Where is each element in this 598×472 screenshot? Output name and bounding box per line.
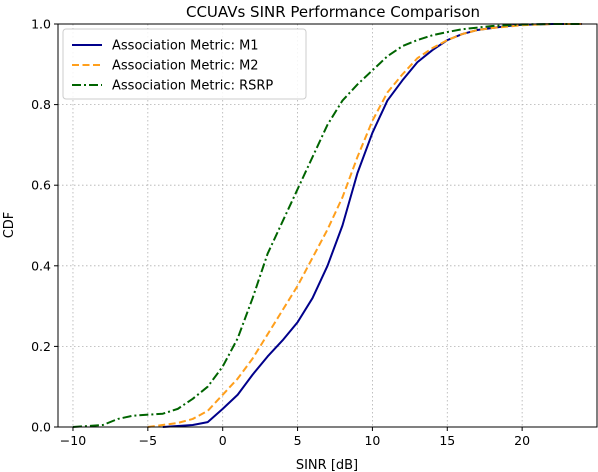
legend-entry: Association Metric: M1 xyxy=(112,39,259,54)
series-line-2 xyxy=(147,23,583,428)
x-tick-label: −5 xyxy=(139,433,157,448)
y-tick-label: 0.8 xyxy=(31,97,51,112)
y-tick-label: 0.0 xyxy=(31,420,51,435)
series-line-3 xyxy=(72,23,583,428)
y-tick-label: 0.2 xyxy=(31,339,51,354)
y-tick-label: 1.0 xyxy=(31,17,51,32)
y-tick-label: 0.4 xyxy=(31,258,51,273)
x-tick-label: 15 xyxy=(439,433,455,448)
x-axis-label: SINR [dB] xyxy=(296,458,358,472)
legend: Association Metric: M1 Association Metric… xyxy=(62,28,307,100)
x-tick-label: 0 xyxy=(219,433,227,448)
x-tick-label: 10 xyxy=(364,433,380,448)
x-tick-label: 5 xyxy=(294,433,302,448)
legend-box xyxy=(62,28,307,100)
y-tick-label: 0.6 xyxy=(31,178,51,193)
plot-frame xyxy=(57,23,598,428)
legend-entry: Association Metric: RSRP xyxy=(112,79,273,94)
axis-ticks: −10 −5 0 5 10 15 20 0.0 0.2 0.4 0.6 0.8 1.0 xyxy=(31,17,530,449)
x-tick-label: 20 xyxy=(514,433,530,448)
series-lines xyxy=(72,23,583,428)
series-line-1 xyxy=(162,23,583,428)
y-axis-label: CDF xyxy=(2,212,17,239)
x-tick-label: −10 xyxy=(60,433,86,448)
legend-entry: Association Metric: M2 xyxy=(112,59,259,74)
chart-title: CCUAVs SINR Performance Comparison xyxy=(186,3,480,21)
